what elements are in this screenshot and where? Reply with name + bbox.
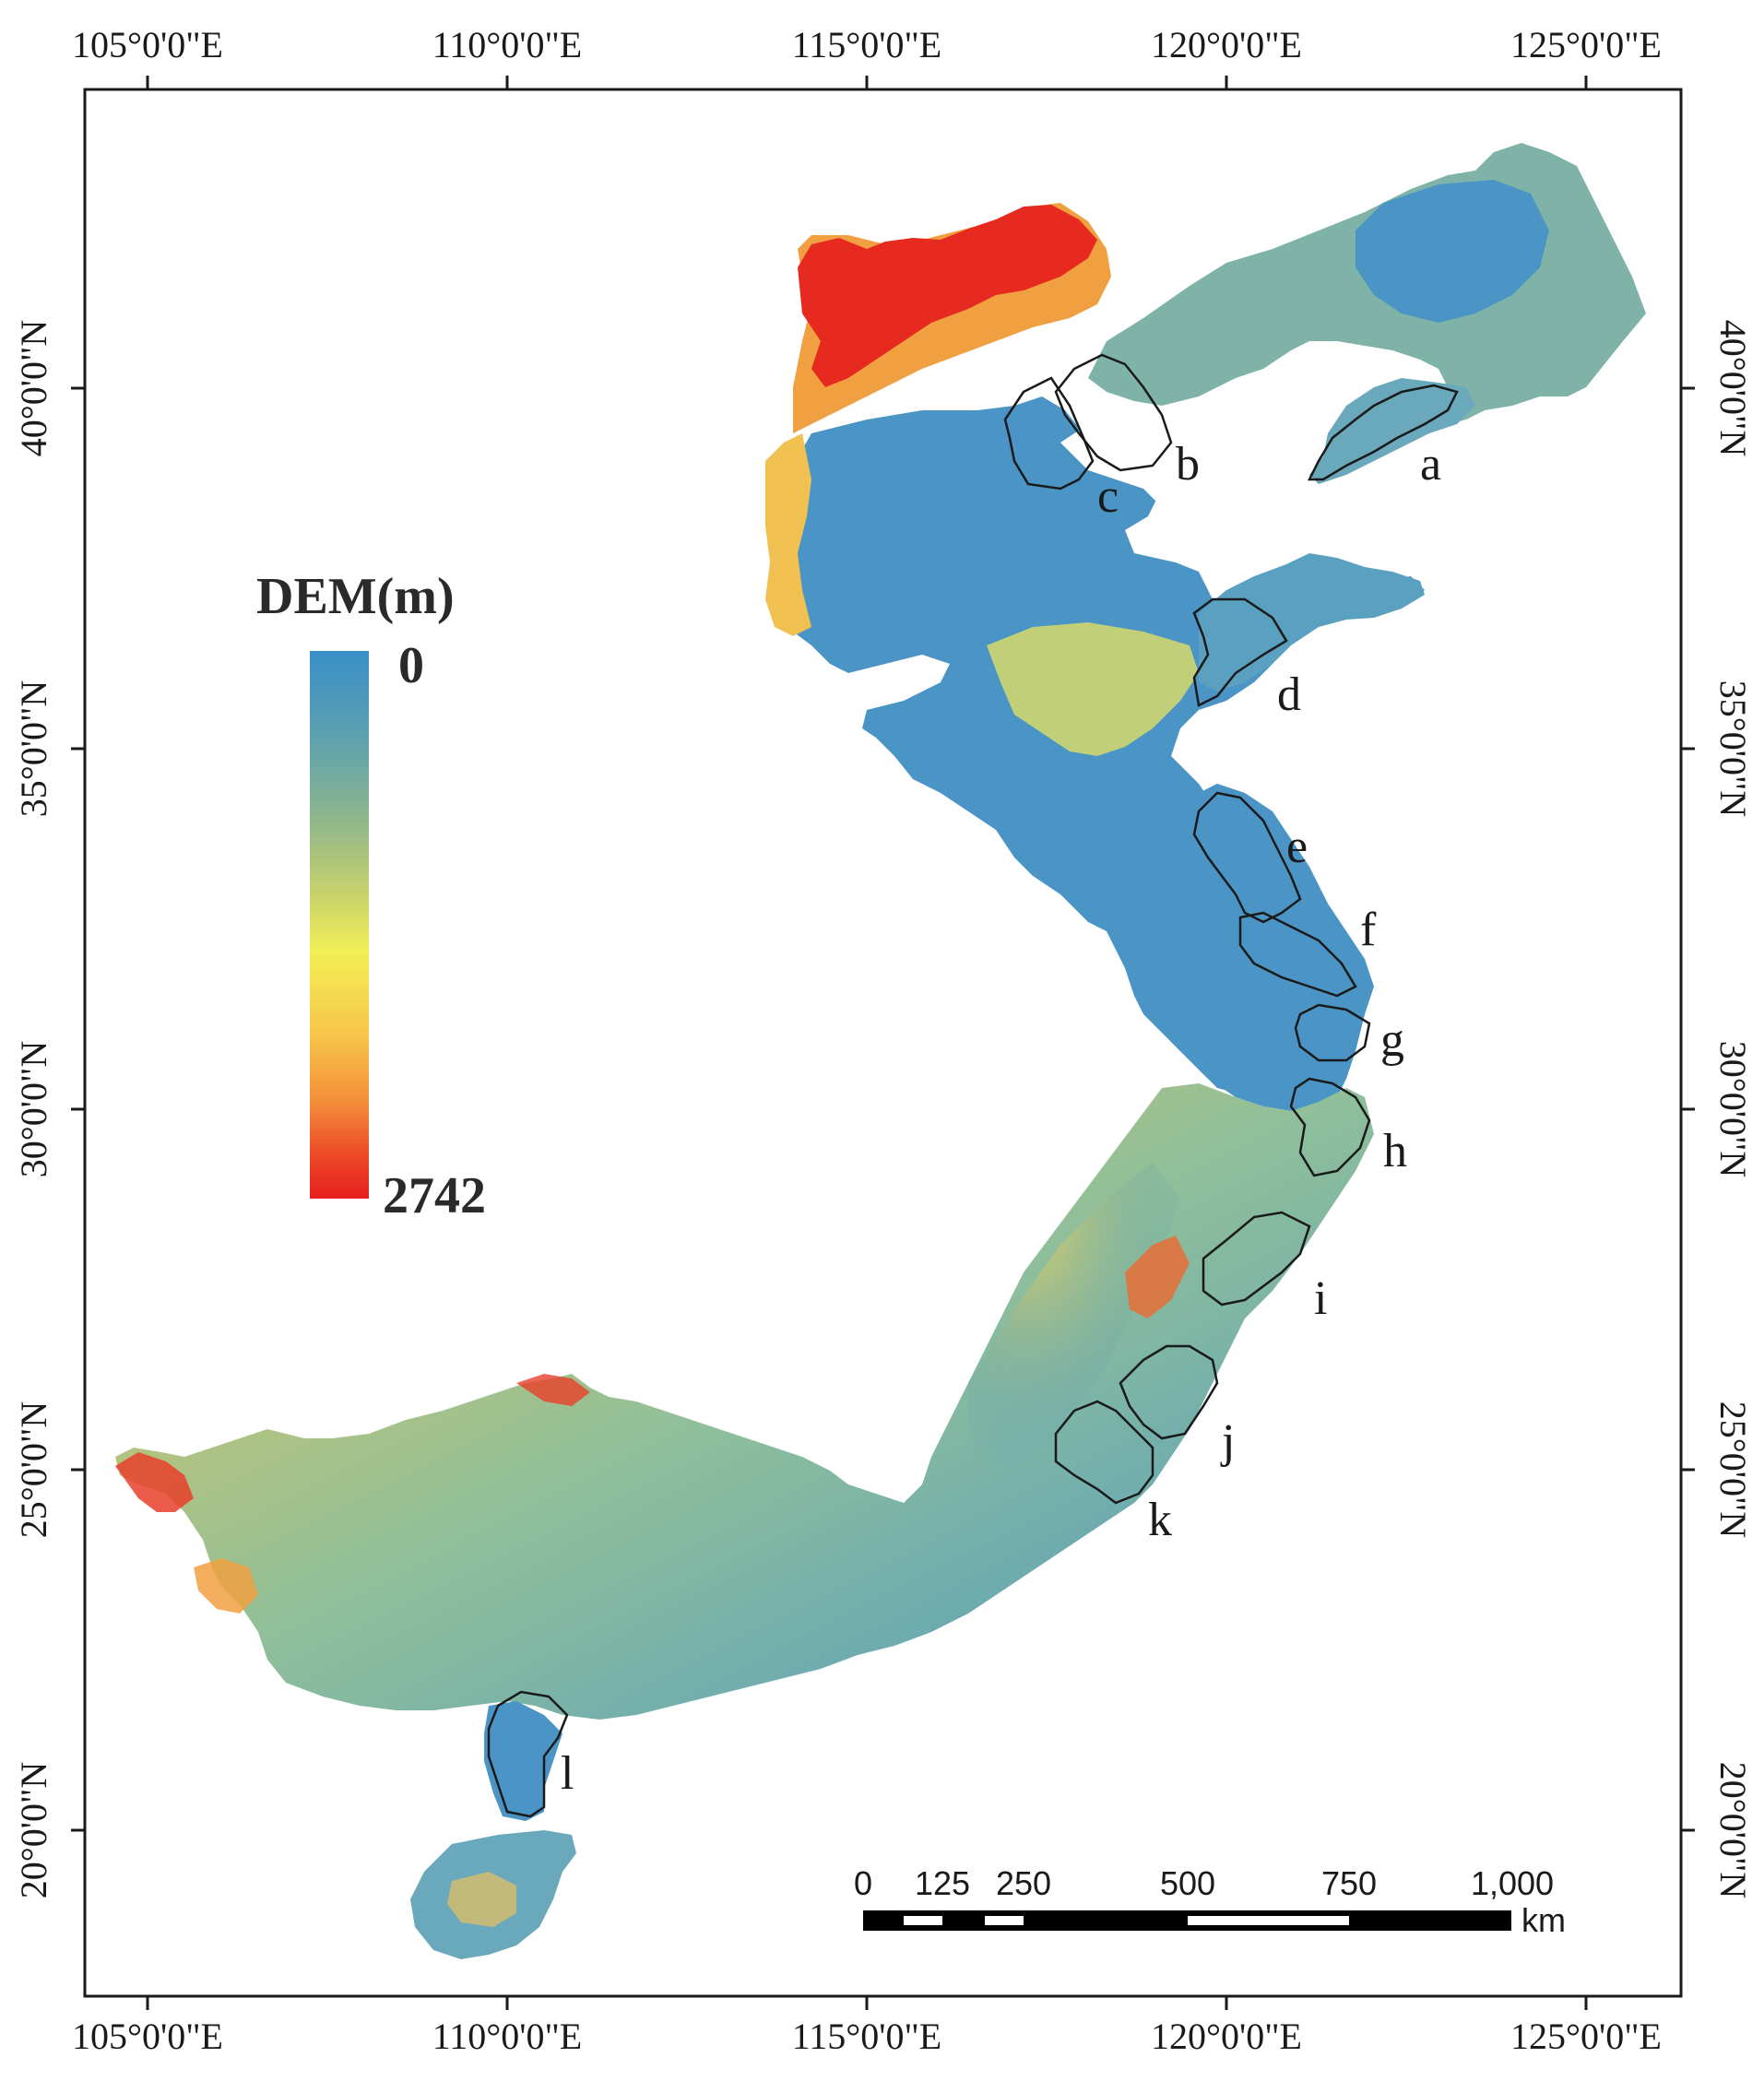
left-tick-label: 25°0'0"N: [13, 1401, 54, 1538]
left-tick-label: 35°0'0"N: [13, 680, 54, 817]
region-outline-j: [1119, 1344, 1219, 1440]
right-tick-label: 35°0'0"N: [1712, 680, 1754, 817]
land-south-highlights: [968, 1162, 1180, 1475]
region-label-b: b: [1176, 438, 1200, 491]
region-outlines: [487, 353, 1459, 1818]
region-outline-h: [1289, 1077, 1371, 1177]
land-liaodong: [1309, 378, 1475, 484]
bohai-sea: [1060, 349, 1356, 553]
legend-min-label: 0: [398, 637, 424, 694]
scale-bar: 0 125 250 500 750 1,000 km: [854, 1864, 1566, 1939]
region-outline-l: [487, 1690, 569, 1818]
legend-title: DEM(m): [256, 568, 455, 625]
top-tick-label: 110°0'0"E: [432, 24, 582, 65]
region-label-i: i: [1314, 1272, 1327, 1325]
scale-bar-segment-white: [904, 1916, 942, 1925]
region-label-g: g: [1380, 1014, 1404, 1067]
left-tick-label: 20°0'0"N: [13, 1762, 54, 1898]
bottom-tick-labels: 105°0'0"E 110°0'0"E 115°0'0"E 120°0'0"E …: [72, 2016, 1662, 2057]
region-label-d: d: [1277, 668, 1301, 721]
right-tick-labels: 40°0'0"N 35°0'0"N 30°0'0"N 25°0'0"N 20°0…: [1712, 320, 1754, 1898]
bottom-tick-label: 120°0'0"E: [1151, 2016, 1302, 2057]
land-hainan-highlands: [447, 1872, 516, 1927]
land-shandong-peninsula: [1199, 553, 1425, 692]
scale-bar-segment-white: [1188, 1916, 1349, 1925]
scale-label: 0: [854, 1864, 872, 1902]
region-label-k: k: [1148, 1494, 1172, 1546]
region-outline-d: [1192, 597, 1288, 707]
land-guangxi-red: [115, 1452, 194, 1512]
top-tick-label: 105°0'0"E: [72, 24, 223, 65]
region-label-h: h: [1383, 1125, 1407, 1177]
bottom-tick-label: 110°0'0"E: [432, 2016, 582, 2057]
land-northeast-plain: [1356, 180, 1549, 323]
region-label-j: j: [1220, 1415, 1235, 1468]
region-outline-e: [1192, 791, 1302, 924]
land-south: [115, 1083, 1374, 1720]
dem-legend: DEM(m) 0 2742: [256, 568, 486, 1224]
land-peaks-south: [516, 1374, 590, 1406]
region-label-l: l: [561, 1747, 574, 1800]
top-tick-label: 120°0'0"E: [1151, 24, 1302, 65]
region-label-e: e: [1286, 821, 1308, 873]
region-outline-a: [1307, 384, 1459, 481]
region-outline-c: [1003, 376, 1095, 491]
land-west-edge: [765, 433, 811, 636]
region-label-a: a: [1420, 438, 1441, 491]
region-outline-i: [1202, 1211, 1311, 1307]
region-label-c: c: [1097, 470, 1119, 523]
right-tick-label: 30°0'0"N: [1712, 1041, 1754, 1177]
region-outline-g: [1294, 1003, 1371, 1062]
scale-label: 1,000: [1471, 1864, 1554, 1902]
bottom-tick-label: 125°0'0"E: [1510, 2016, 1662, 2057]
land-red-peaks: [798, 205, 1097, 387]
region-outline-b: [1054, 353, 1173, 472]
scale-unit: km: [1521, 1901, 1566, 1939]
scale-bar-segment-white: [985, 1916, 1024, 1925]
region-labels: a b c d e f g h i j k l: [561, 438, 1441, 1800]
scale-label: 750: [1321, 1864, 1377, 1902]
scale-label: 500: [1160, 1864, 1215, 1902]
land-fujian-peaks: [1125, 1236, 1190, 1318]
left-tick-label: 40°0'0"N: [13, 320, 54, 456]
top-tick-label: 125°0'0"E: [1510, 24, 1662, 65]
legend-color-ramp: [310, 651, 369, 1199]
tick-marks: [71, 76, 1695, 2010]
bottom-tick-label: 105°0'0"E: [72, 2016, 223, 2057]
left-tick-labels: 40°0'0"N 35°0'0"N 30°0'0"N 25°0'0"N 20°0…: [13, 320, 54, 1898]
region-outline-f: [1238, 911, 1357, 998]
land-shandong-hills: [987, 622, 1199, 756]
scale-label: 125: [915, 1864, 970, 1902]
region-label-f: f: [1360, 904, 1377, 956]
left-tick-label: 30°0'0"N: [13, 1041, 54, 1177]
top-tick-label: 115°0'0"E: [792, 24, 941, 65]
bottom-tick-label: 115°0'0"E: [792, 2016, 941, 2057]
scale-label: 250: [996, 1864, 1051, 1902]
right-tick-label: 40°0'0"N: [1712, 320, 1754, 456]
right-tick-label: 25°0'0"N: [1712, 1401, 1754, 1538]
land-guangxi-orange: [194, 1558, 258, 1614]
region-outline-k: [1054, 1400, 1154, 1505]
legend-max-label: 2742: [383, 1167, 486, 1224]
right-tick-label: 20°0'0"N: [1712, 1762, 1754, 1898]
top-tick-labels: 105°0'0"E 110°0'0"E 115°0'0"E 120°0'0"E …: [72, 24, 1662, 65]
scale-bar-frame: [863, 1910, 1511, 1931]
